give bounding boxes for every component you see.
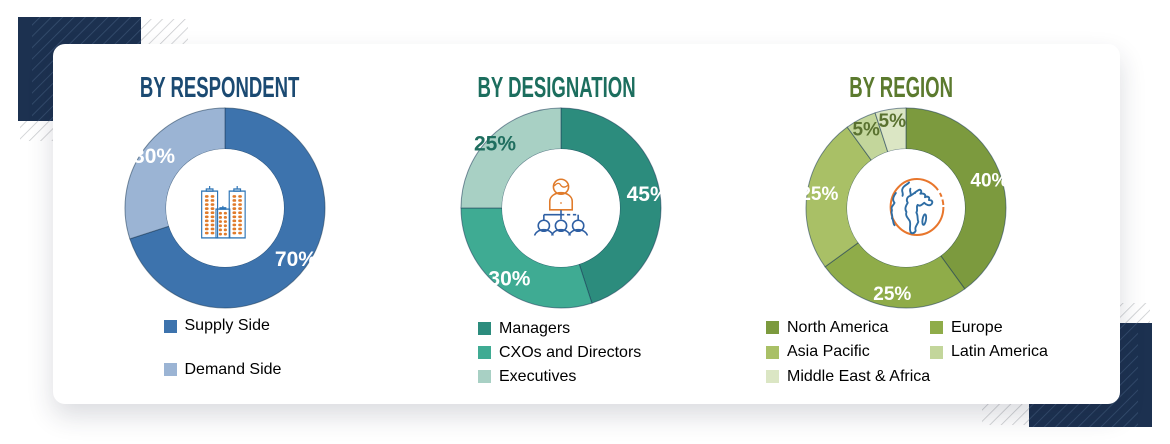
svg-text:30%: 30%: [489, 267, 531, 290]
svg-text:40%: 40%: [970, 170, 1008, 191]
svg-text:25%: 25%: [873, 284, 911, 305]
svg-text:25%: 25%: [800, 183, 838, 204]
svg-text:70%: 70%: [275, 248, 317, 271]
svg-text:5%: 5%: [853, 119, 881, 140]
svg-text:25%: 25%: [474, 132, 516, 155]
svg-text:30%: 30%: [133, 144, 175, 167]
svg-text:5%: 5%: [879, 110, 907, 131]
svg-text:45%: 45%: [627, 182, 669, 205]
